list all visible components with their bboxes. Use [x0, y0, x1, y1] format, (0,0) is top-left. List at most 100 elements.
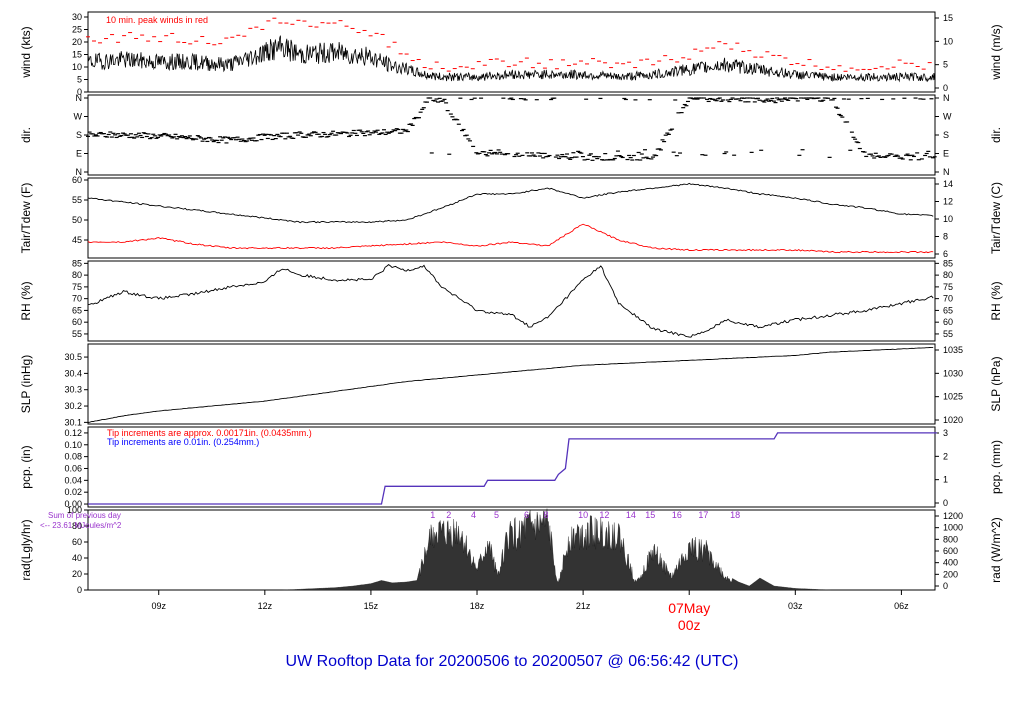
pcp-note-blue: Tip increments are 0.01in. (0.254mm.)	[107, 437, 259, 447]
y-tick-label: 30.4	[64, 368, 82, 378]
y-tick-label-right: 400	[943, 558, 958, 568]
x-tick-label: 18z	[470, 601, 485, 611]
y-axis-label-right: Tair/Tdew (C)	[989, 182, 1003, 254]
rad-peak-label: 8	[543, 510, 548, 520]
y-tick-label-right: 0	[943, 498, 948, 508]
y-tick-label: 0.04	[64, 475, 82, 485]
y-axis-label-right: SLP (hPa)	[989, 356, 1003, 411]
y-axis-label-right: pcp. (mm)	[989, 440, 1003, 494]
x-tick-label: 15z	[364, 601, 379, 611]
y-tick-label-right: W	[943, 112, 952, 122]
y-tick-label: 40	[72, 553, 82, 563]
y-tick-label: 5	[77, 75, 82, 85]
panel-pcp: 0.00 0.02 0.04 0.060.08 0.10 0.12 0 1 2 3 pcp. (in…	[19, 426, 1003, 509]
y-tick-label-right: 200	[943, 569, 958, 579]
y-tick-label: 75	[72, 282, 82, 292]
panel-frame	[87, 94, 936, 176]
panel-frame	[87, 343, 936, 425]
x-tick-label: 12z	[258, 601, 273, 611]
wind-peak-note: 10 min. peak winds in red	[106, 15, 208, 25]
y-tick-label: 20	[72, 569, 82, 579]
panel-frame	[87, 426, 936, 508]
y-tick-label-right: 6	[943, 249, 948, 259]
y-tick-label: 85	[72, 258, 82, 268]
y-tick-label: 100	[67, 505, 82, 515]
rad-peak-label: 16	[672, 510, 682, 520]
rad-peak-label: 1	[430, 510, 435, 520]
y-tick-label-right: N	[943, 167, 950, 177]
panel-slp: 30.1 30.2 30.3 30.4 30.5 1020 1025 1030 1035 SLP …	[19, 343, 1003, 427]
y-tick-label: 0.10	[64, 440, 82, 450]
y-axis-label-right: RH (%)	[989, 281, 1003, 320]
rad-peak-label: 6	[524, 510, 529, 520]
x-tick-label: 06z	[894, 601, 909, 611]
pcp-note-red: Tip increments are approx. 0.00171in. (0…	[107, 428, 312, 438]
y-tick-label: 0	[77, 87, 82, 97]
panel-frame	[87, 260, 936, 342]
radiation-area	[282, 508, 831, 591]
y-tick-label-right: 3	[943, 428, 948, 438]
y-tick-label: 0.02	[64, 487, 82, 497]
y-tick-label-right: 600	[943, 546, 958, 556]
y-tick-label-right: 85	[943, 258, 953, 268]
y-tick-label: W	[74, 112, 83, 122]
rh-series-0	[87, 264, 934, 338]
y-tick-label: 55	[72, 329, 82, 339]
y-tick-label-right: 12	[943, 197, 953, 207]
wind-series	[87, 35, 935, 83]
y-axis-label: Tair/Tdew (F)	[19, 183, 33, 254]
y-tick-label: 55	[72, 195, 82, 205]
y-tick-label: 60	[72, 537, 82, 547]
temp-series-Tdew	[87, 223, 934, 254]
y-axis-label: RH (%)	[19, 281, 33, 320]
y-tick-label: 30.3	[64, 385, 82, 395]
y-tick-label: E	[76, 149, 82, 159]
y-tick-label: 80	[72, 521, 82, 531]
y-tick-label: 70	[72, 294, 82, 304]
y-tick-label: 30.2	[64, 401, 82, 411]
y-tick-label-right: S	[943, 130, 949, 140]
panel-temp: 45 50 55 60 6 8 10 12 14 Tair/Tdew (F) Tair/Tdew (…	[19, 175, 1003, 259]
y-axis-label: SLP (inHg)	[19, 355, 33, 413]
y-tick-label-right: 1	[943, 475, 948, 485]
y-tick-label: 0	[77, 585, 82, 595]
y-tick-label-right: N	[943, 93, 950, 103]
rad-prev-note-2: <-- 23.61 MJoules/m^2	[40, 521, 122, 530]
y-tick-label-right: 10	[943, 36, 953, 46]
y-tick-label: 50	[72, 215, 82, 225]
rad-peak-label: 18	[730, 510, 740, 520]
panel-wind: 0 5 10 15 20 25 30 0 5 10 15 wind (kts) wind (m/s) 10…	[19, 11, 1003, 97]
rad-peak-label: 4	[471, 510, 476, 520]
panel-frame	[87, 177, 936, 259]
y-tick-label-right: E	[943, 149, 949, 159]
y-tick-label-right: 1020	[943, 415, 963, 425]
y-tick-label-right: 80	[943, 270, 953, 280]
rad-peak-label: 2	[446, 510, 451, 520]
y-tick-label: 30	[72, 12, 82, 22]
rad-peak-label: 10	[578, 510, 588, 520]
y-tick-label-right: 1025	[943, 392, 963, 402]
y-tick-label-right: 1030	[943, 368, 963, 378]
y-tick-label-right: 2	[943, 451, 948, 461]
rad-peak-label: 15	[645, 510, 655, 520]
rad-prev-note-1: Sum of previous day	[48, 511, 121, 520]
y-axis-label: rad(Lgly/hr)	[19, 519, 33, 580]
y-tick-label: N	[76, 93, 83, 103]
y-tick-label-right: 800	[943, 534, 958, 544]
y-tick-label-right: 60	[943, 317, 953, 327]
y-tick-label-right: 8	[943, 232, 948, 242]
y-tick-label: 30.1	[64, 417, 82, 427]
y-axis-label: pcp. (in)	[19, 445, 33, 488]
y-axis-label: wind (kts)	[19, 26, 33, 78]
y-tick-label-right: 55	[943, 329, 953, 339]
rad-peak-label: 14	[626, 510, 636, 520]
y-tick-label-right: 0	[943, 83, 948, 93]
panel-rad: 020406080100020040060080010001200rad(Lgl…	[19, 505, 1003, 595]
slp-series-0	[87, 347, 934, 423]
rad-peak-label: 5	[494, 510, 499, 520]
y-tick-label: 10	[72, 62, 82, 72]
y-tick-label-right: 5	[943, 60, 948, 70]
